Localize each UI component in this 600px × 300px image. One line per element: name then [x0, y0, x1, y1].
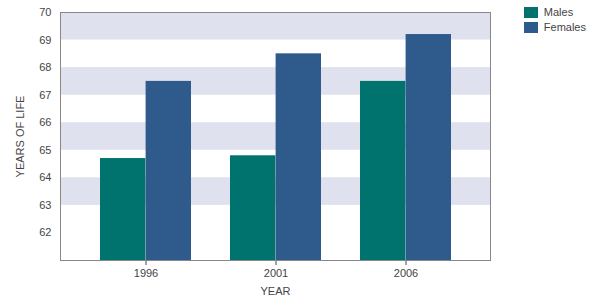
html-text:Females: Females — [543, 21, 586, 33]
svg-text:68: 68 — [39, 61, 51, 73]
svg-text:69: 69 — [39, 34, 51, 46]
svg-text:65: 65 — [39, 144, 51, 156]
svg-text:70: 70 — [39, 6, 51, 18]
svg-text:62: 62 — [39, 226, 51, 238]
svg-text:66: 66 — [39, 116, 51, 128]
svg-text:YEAR: YEAR — [261, 285, 291, 297]
html-text:Males: Males — [543, 6, 574, 18]
svg-text:64: 64 — [39, 171, 51, 183]
svg-text:63: 63 — [39, 199, 51, 211]
svg-text:1996: 1996 — [134, 267, 158, 279]
svg-text:YEARS OF LIFE: YEARS OF LIFE — [14, 96, 26, 178]
svg-text:2006: 2006 — [394, 267, 418, 279]
svg-text:2001: 2001 — [264, 267, 288, 279]
svg-text:67: 67 — [39, 89, 51, 101]
